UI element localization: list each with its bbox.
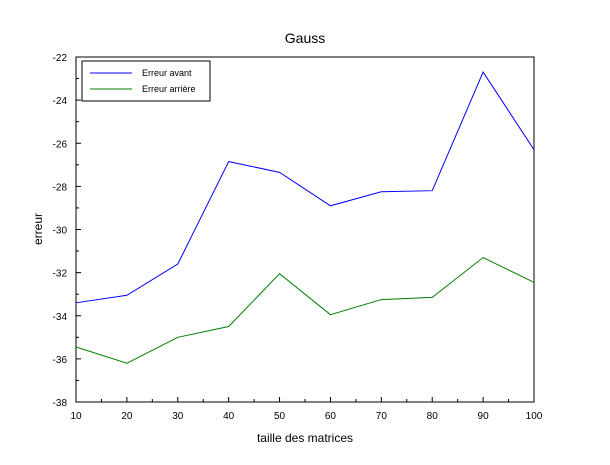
y-tick-label: -22: [53, 53, 68, 64]
legend-box: [81, 60, 211, 102]
x-tick-label: 10: [70, 411, 82, 422]
y-tick-label: -30: [53, 226, 68, 237]
y-tick-label: -28: [53, 182, 68, 193]
chart-title: Gauss: [285, 30, 325, 46]
x-tick-label: 60: [325, 411, 337, 422]
y-axis-title: erreur: [31, 213, 45, 245]
y-axis-ticks: [76, 56, 81, 403]
x-axis-ticks: [75, 397, 535, 402]
legend-label-erreur-avant: Erreur avant: [142, 68, 192, 78]
x-axis-tick-labels: 10 20 30 40 50 60 70 80 90 100: [70, 411, 542, 422]
legend: Erreur avant Erreur arrière: [81, 60, 211, 102]
x-tick-label: 70: [376, 411, 388, 422]
y-tick-label: -34: [53, 312, 68, 323]
y-tick-label: -38: [53, 398, 68, 409]
x-tick-label: 100: [526, 411, 543, 422]
series-line-0: [75, 71, 535, 304]
y-tick-label: -26: [53, 139, 68, 150]
y-tick-label: -32: [53, 269, 68, 280]
series-line-1: [75, 256, 535, 364]
x-tick-label: 20: [121, 411, 133, 422]
x-tick-label: 50: [274, 411, 286, 422]
x-tick-label: 40: [223, 411, 235, 422]
y-axis-tick-labels: -38 -36 -34 -32 -30 -28 -26 -24 -22: [53, 53, 68, 409]
legend-label-erreur-arriere: Erreur arrière: [142, 84, 196, 94]
series-lines: [75, 71, 535, 364]
x-tick-label: 80: [427, 411, 439, 422]
y-tick-label: -24: [53, 96, 68, 107]
y-tick-label: -36: [53, 355, 68, 366]
x-axis-title: taille des matrices: [257, 431, 353, 445]
x-tick-label: 90: [478, 411, 490, 422]
x-tick-label: 30: [172, 411, 184, 422]
